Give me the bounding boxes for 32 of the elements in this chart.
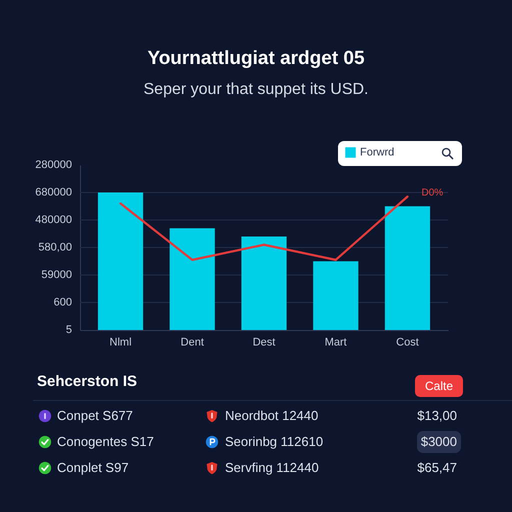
text: 580,00: [38, 242, 72, 254]
text: Conogentes S17: [57, 434, 154, 450]
text: Neordbot 12440: [225, 408, 318, 424]
text: 600: [54, 296, 72, 308]
text: Conplet S97: [57, 460, 129, 476]
text: Servfing 112440: [225, 460, 319, 476]
text: Conpet S677: [57, 408, 133, 424]
text: Calte: [424, 378, 454, 394]
text: Seorinbg 112610: [225, 434, 324, 450]
bar: [170, 228, 215, 330]
text: 280000: [35, 159, 72, 171]
text: $13,00: [417, 408, 457, 424]
text: $65,47: [417, 460, 457, 476]
bar: [384, 206, 430, 330]
text: 480000: [35, 214, 72, 226]
x-tick-label: Dent: [180, 336, 204, 348]
text: 680000: [35, 186, 72, 198]
text: $3000: [416, 431, 461, 453]
x-tick-label: Mart: [324, 336, 347, 348]
text: 5: [66, 324, 72, 336]
bar: [313, 261, 358, 330]
text: 59000: [41, 269, 72, 281]
bar: [241, 236, 287, 330]
chart-title: Yournattlugiat ardget 05: [147, 48, 365, 69]
annotation: D0%: [421, 188, 444, 199]
text: Sehcerston IS: [37, 373, 138, 390]
x-tick-label: Nlml: [110, 336, 132, 348]
x-tick-label: Dest: [252, 336, 276, 348]
bar: [98, 192, 144, 330]
chart-subtitle: Seper your that suppet its USD.: [144, 81, 368, 98]
x-tick-label: Cost: [396, 336, 419, 348]
legend-label: Forwrd: [360, 146, 394, 158]
